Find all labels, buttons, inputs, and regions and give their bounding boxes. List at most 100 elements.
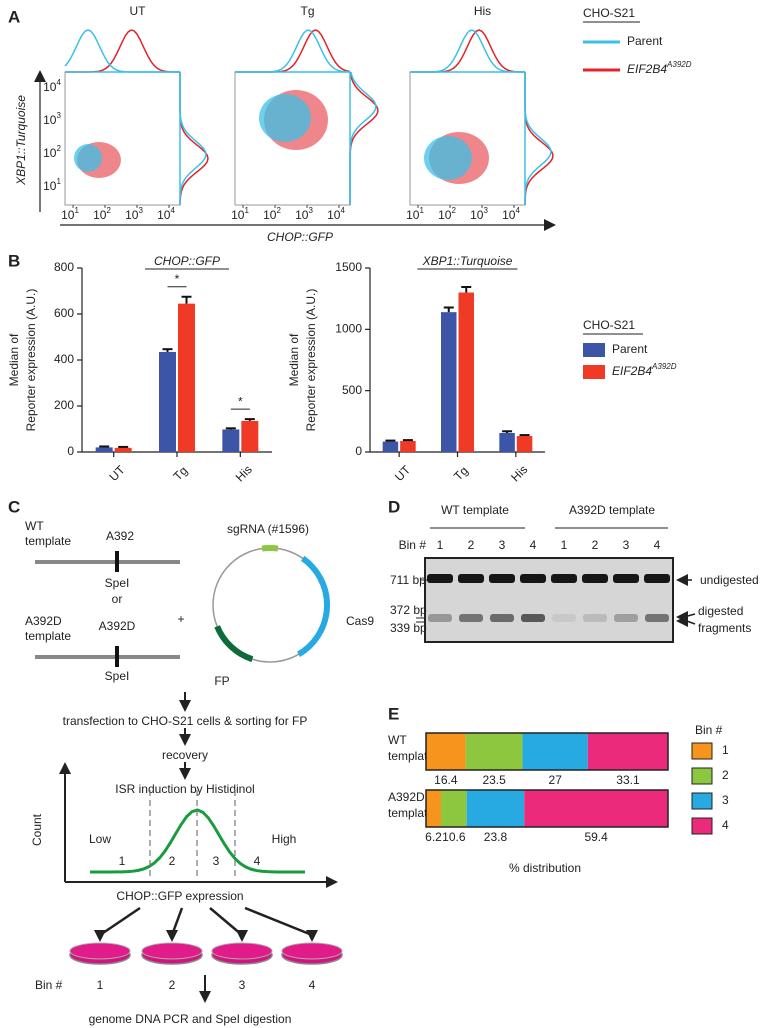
bar xyxy=(441,312,457,452)
bar xyxy=(159,351,176,452)
bin-number: 3 xyxy=(239,978,246,992)
gel-band xyxy=(552,614,576,622)
text-sup: 1 xyxy=(56,177,61,186)
text-main: 10 xyxy=(125,208,139,222)
text-sup: 2 xyxy=(56,144,61,153)
x-tick-label: Tg xyxy=(451,464,471,484)
group-label: A392D template xyxy=(569,503,655,517)
gel-band xyxy=(645,614,669,622)
arrow-head xyxy=(34,70,46,82)
arrow-head xyxy=(676,615,688,627)
text-sup: A392D xyxy=(666,60,692,69)
plasmid-label: FP xyxy=(214,674,229,688)
x-axis-label: % distribution xyxy=(509,861,581,875)
text-main: 10 xyxy=(43,146,57,160)
panel-label: E xyxy=(388,704,399,723)
plasmid-label: Cas9 xyxy=(346,614,374,628)
site-label: SpeI xyxy=(105,669,130,683)
y-tick-label: 600 xyxy=(54,306,74,320)
value-label: 16.4 xyxy=(434,773,458,787)
category-line: A392D xyxy=(388,790,425,804)
step-label: ISR induction by Histidinol xyxy=(115,782,254,796)
legend-label: Parent xyxy=(612,342,648,356)
histogram xyxy=(410,29,526,73)
x-tick-label: 102 xyxy=(438,206,456,222)
y-axis-label: Median of xyxy=(287,333,301,386)
text-sup: 1 xyxy=(74,206,79,215)
error-bar xyxy=(402,439,413,442)
y-tick-label: 0 xyxy=(355,444,362,458)
x-tick-label: His xyxy=(233,462,255,484)
legend-swatch xyxy=(691,742,713,760)
gel-band xyxy=(551,574,577,583)
lane-label: 3 xyxy=(499,538,506,552)
bar xyxy=(241,420,259,452)
text-main: 10 xyxy=(231,208,245,222)
bar xyxy=(178,303,195,452)
gel xyxy=(424,557,674,643)
error-bar xyxy=(99,445,110,448)
text-main: 10 xyxy=(43,80,57,94)
bar xyxy=(458,292,474,452)
panel-label: B xyxy=(8,251,20,270)
text-sup: 3 xyxy=(308,206,313,215)
gel-band xyxy=(490,614,514,622)
gel-band xyxy=(428,614,452,622)
category-label: A392D template xyxy=(388,790,434,820)
site-label: A392D xyxy=(99,619,136,633)
y-tick-label: 101 xyxy=(43,177,61,193)
x-tick-label: 104 xyxy=(502,206,520,222)
y-axis-label: XBP1::Turquoise xyxy=(14,95,28,186)
text-sup: 3 xyxy=(483,206,488,215)
gel-band xyxy=(583,614,607,622)
step-label: recovery xyxy=(162,748,208,762)
column-title: UT xyxy=(130,4,147,18)
lane-label: 3 xyxy=(623,538,630,552)
bin-label: Bin # xyxy=(35,978,63,992)
bar-segment xyxy=(465,733,523,770)
value-label: 10.6 xyxy=(442,830,466,844)
significance: * xyxy=(175,272,180,286)
x-tick-label: 103 xyxy=(125,206,143,222)
value-label: 23.5 xyxy=(482,773,506,787)
y-axis-label: Reporter expression (A.U.) xyxy=(304,289,318,432)
line xyxy=(244,906,313,937)
dish-rim xyxy=(281,942,343,960)
bar-segment xyxy=(587,733,668,770)
legend-swatch xyxy=(691,817,713,835)
panel-label: D xyxy=(388,497,400,516)
bar xyxy=(499,432,515,452)
y-tick-label: 200 xyxy=(54,398,74,412)
gel-band xyxy=(582,574,608,583)
cell-cloud xyxy=(259,94,311,142)
lane-label: 1 xyxy=(561,538,568,552)
band-label: fragments xyxy=(698,621,751,635)
histogram xyxy=(235,29,351,73)
arrow-head xyxy=(676,574,688,586)
x-tick-label: 102 xyxy=(263,206,281,222)
text-main: 10 xyxy=(327,208,341,222)
text-sup: 3 xyxy=(56,111,61,120)
x-tick-label: 101 xyxy=(231,206,249,222)
text-main: 10 xyxy=(263,208,277,222)
value-label: 59.4 xyxy=(584,830,608,844)
legend-swatch xyxy=(691,767,713,785)
y-tick-label: 1000 xyxy=(335,322,362,336)
text-sup: 4 xyxy=(340,206,345,215)
band-label: digested xyxy=(698,604,743,618)
arrow-head xyxy=(166,930,178,942)
dish-rim xyxy=(211,942,273,960)
text-sup: A392D xyxy=(651,362,677,371)
panel-label: A xyxy=(8,7,20,26)
column-title: Tg xyxy=(300,4,314,18)
text-main: EIF2B4 xyxy=(612,364,652,378)
template-label: WT xyxy=(25,519,44,533)
bar-segment xyxy=(524,790,668,827)
text-main: EIF2B4 xyxy=(627,62,667,76)
plasmid-segment xyxy=(296,555,330,657)
bin-number: 4 xyxy=(309,978,316,992)
text-sup: 3 xyxy=(138,206,143,215)
arrow-head xyxy=(544,219,556,231)
text-main: 10 xyxy=(295,208,309,222)
histogram xyxy=(409,29,526,73)
